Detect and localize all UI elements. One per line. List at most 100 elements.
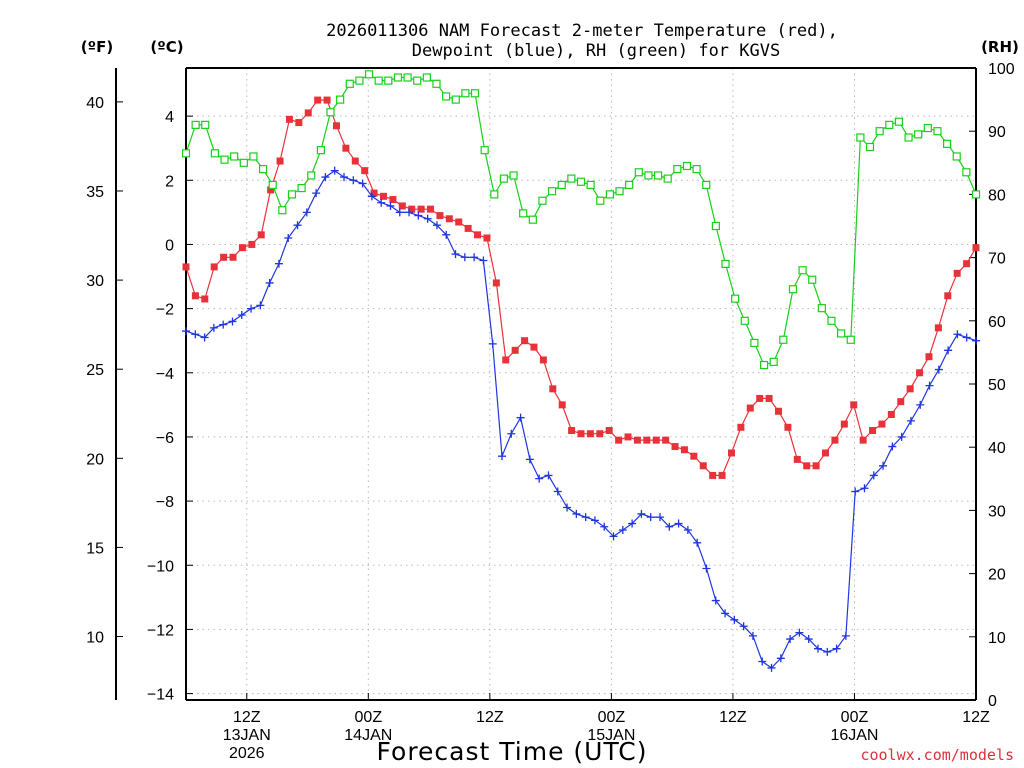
rh-point [393,73,403,82]
dewpoint-point [953,330,962,339]
temperature-point [238,244,246,252]
rh-point [962,168,971,177]
rh-point [837,329,846,338]
dewpoint-point [656,513,664,522]
dewpoint-point [516,413,525,422]
rh-point [644,171,653,180]
tick-label-celsius: 2 [165,173,174,190]
rh-point [673,165,682,174]
temperature-point [455,218,463,226]
rh-point [971,190,981,199]
rh-point [894,117,904,126]
dewpoint-point [832,644,841,653]
temperature-point [671,443,679,451]
temperature-point [398,202,406,210]
tick-label-fahrenheit: 15 [86,540,104,557]
unit-fahrenheit: (ºF) [81,38,113,56]
temperature-point [887,410,895,418]
y-axis-celsius-ticks: 4 2 0 −2 −4 −6 −8 −10 −12 −14 [147,109,193,704]
tick-label-x: 2026 [229,745,265,762]
tick-label-celsius: −6 [156,430,174,447]
temperature-point [351,157,359,165]
rh-point [769,357,778,366]
rh-point [663,174,672,183]
rh-point [258,165,268,174]
temperature-point [436,212,444,220]
rh-point [413,76,422,85]
dewpoint-point [507,429,516,438]
chart-title-line2: Dewpoint (blue), RH (green) for KGVS [412,41,780,61]
dewpoint-point [209,323,218,332]
dewpoint-point [358,179,367,188]
rh-point [403,73,412,82]
dewpoint-point [944,346,953,355]
dewpoint-point [702,564,711,573]
temperature-point [944,292,952,300]
temperature-point [859,436,867,444]
rh-point [740,316,749,325]
dewpoint-point [293,221,302,230]
dewpoint-point [721,609,730,618]
dewpoint-point [442,230,451,239]
temperature-point [869,427,877,435]
temperature-point [201,295,209,303]
dewpoint-point [581,513,590,522]
rh-point [634,168,643,177]
tick-label-celsius: −10 [147,558,174,575]
rh-point [653,171,663,180]
rh-point [355,76,364,85]
dewpoint-point [544,471,553,480]
dewpoint-point [247,304,256,313]
rh-point [336,95,345,104]
temperature-point [953,269,961,277]
temperature-point [530,343,538,351]
temperature-point [304,109,312,117]
tick-label-celsius: −12 [147,622,174,639]
temperature-point [210,263,218,271]
temperature-point [633,436,641,444]
temperature-point [690,452,698,460]
temperature-point [267,186,275,194]
rh-point [364,70,374,79]
temperature-point [897,398,905,406]
temperature-point [934,324,942,332]
series-dewpoint [182,166,980,672]
dewpoint-point [600,522,609,531]
tick-label-celsius: −8 [156,494,174,511]
temperature-point [389,196,397,204]
rh-point [442,92,451,101]
tick-label-fahrenheit: 25 [86,362,104,379]
temperature-point [361,167,369,175]
temperature-point [295,119,303,127]
dewpoint-point [265,278,274,287]
temperature-point [662,436,670,444]
chart-title-line1: 2026011306 NAM Forecast 2-meter Temperat… [326,21,838,41]
rh-point [201,120,210,129]
rh-point [808,275,817,284]
rh-point [345,79,354,88]
temperature-point [784,423,792,431]
rh-point [249,152,258,161]
dewpoint-point [284,234,293,243]
dewpoint-point [711,596,720,605]
dewpoint-point [182,327,190,336]
temperature-point [718,471,726,479]
temperature-point [511,346,519,354]
dewpoint-point [470,253,479,262]
dewpoint-point [823,647,832,656]
temperature-point [248,240,256,248]
temperature-point [746,404,754,412]
rh-point [923,123,932,133]
rh-point [519,209,528,218]
dewpoint-point [869,471,878,480]
rh-point [779,335,788,344]
rh-point [490,190,499,199]
tick-label-x: 13JAN [223,727,271,744]
temperature-point [652,436,660,444]
rh-point [278,206,287,215]
tick-label-rh: 60 [988,314,1006,331]
rh-point [846,335,855,344]
dewpoint-point [451,250,460,259]
series-line-temperature [185,99,977,476]
